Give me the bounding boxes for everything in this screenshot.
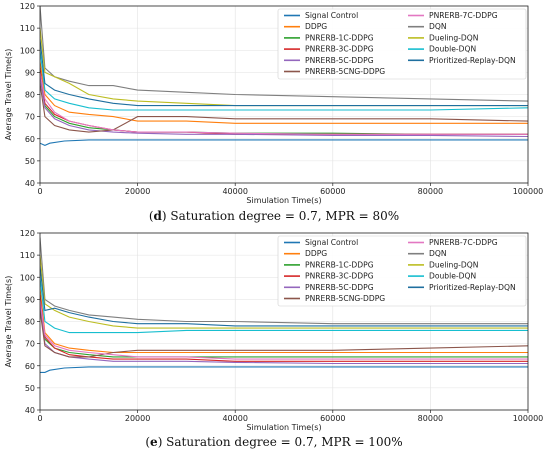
legend-label: DDPG	[305, 249, 327, 258]
legend-label: DQN	[429, 249, 447, 258]
legend-label: Dueling-DQN	[429, 33, 478, 42]
series-line-double-dqn	[40, 50, 528, 111]
legend-label: Signal Control	[305, 11, 358, 20]
y-tick-label: 110	[20, 251, 35, 260]
x-tick-label: 40000	[222, 414, 247, 423]
series-line-pnrerb-5cng-ddpg	[40, 310, 528, 358]
x-axis-label: Simulation Time(s)	[246, 196, 321, 205]
legend-label: Double-DQN	[429, 45, 476, 54]
legend-label: PNRERB-5CNG-DDPG	[305, 67, 385, 76]
y-axis-label: Average Travel Time(s)	[4, 276, 13, 368]
legend-label: Double-DQN	[429, 272, 476, 281]
y-tick-label: 70	[25, 340, 35, 349]
x-tick-label: 20000	[125, 414, 150, 423]
x-tick-label: 0	[37, 187, 42, 196]
figure-caption: (d) Saturation degree = 0.7, MPR = 80%	[149, 209, 399, 223]
y-tick-label: 80	[25, 91, 35, 100]
legend-label: PNRERB-3C-DDPG	[305, 272, 374, 281]
y-tick-label: 120	[20, 229, 35, 238]
series-line-pnrerb-7c-ddpg	[40, 299, 528, 360]
y-tick-label: 120	[20, 2, 35, 11]
figure-caption: (e) Saturation degree = 0.7, MPR = 100%	[145, 435, 402, 449]
legend-label: Signal Control	[305, 238, 358, 247]
series-line-dueling-dqn	[40, 255, 528, 329]
x-tick-label: 80000	[418, 414, 443, 423]
y-tick-label: 50	[25, 384, 35, 393]
x-axis-label: Simulation Time(s)	[246, 423, 321, 432]
x-tick-label: 40000	[222, 187, 247, 196]
y-tick-label: 40	[25, 406, 35, 415]
x-tick-label: 60000	[320, 187, 345, 196]
legend-label: PNRERB-3C-DDPG	[305, 45, 374, 54]
series-line-signal-control	[40, 366, 528, 373]
x-tick-label: 100000	[513, 187, 544, 196]
series-line-pnrerb-5c-ddpg	[40, 76, 528, 138]
y-tick-label: 90	[25, 68, 35, 77]
series-line-signal-control	[40, 139, 528, 147]
x-tick-label: 100000	[513, 414, 544, 423]
y-tick-label: 100	[20, 46, 35, 55]
chart-panel-2: 40 50 60 70 80 90 100 110 120 0 20000 40000 60000 800…	[4, 229, 543, 449]
legend-label: DQN	[429, 22, 447, 31]
x-tick-label: 0	[37, 414, 42, 423]
series-line-dqn	[40, 6, 528, 102]
legend-label: PNRERB-5C-DDPG	[305, 56, 374, 65]
legend-box	[277, 8, 527, 80]
legend-label: Dueling-DQN	[429, 260, 478, 269]
legend-label: PNRERB-5C-DDPG	[305, 283, 374, 292]
y-tick-label: 110	[20, 24, 35, 33]
y-tick-label: 70	[25, 113, 35, 122]
series-line-dqn	[40, 237, 528, 325]
y-tick-label: 40	[25, 179, 35, 188]
y-tick-label: 90	[25, 295, 35, 304]
x-tick-label: 80000	[418, 187, 443, 196]
legend-box	[277, 235, 527, 307]
series-line-pnrerb-5cng-ddpg	[40, 83, 528, 133]
x-tick-label: 60000	[320, 414, 345, 423]
series-line-prioritized-replay-dqn	[40, 266, 528, 327]
series-line-ddpg	[40, 288, 528, 354]
y-tick-label: 100	[20, 273, 35, 282]
series-line-prioritized-replay-dqn	[40, 39, 528, 107]
series-line-ddpg	[40, 61, 528, 124]
legend-label: Prioritized-Replay-DQN	[429, 283, 516, 292]
series-line-pnrerb-3c-ddpg	[40, 294, 528, 362]
chart-panel-1: 40 50 60 70 80 90 100 110 120 0 20000 40000 60000 800…	[4, 2, 543, 223]
legend-label: PNRERB-1C-DDPG	[305, 33, 374, 42]
legend-label: DDPG	[305, 22, 327, 31]
series-line-double-dqn	[40, 277, 528, 334]
y-tick-label: 60	[25, 362, 35, 371]
y-axis-label: Average Travel Time(s)	[4, 49, 13, 141]
y-tick-label: 50	[25, 157, 35, 166]
legend-label: PNRERB-1C-DDPG	[305, 260, 374, 269]
legend-label: Prioritized-Replay-DQN	[429, 56, 516, 65]
legend-label: PNRERB-5CNG-DDPG	[305, 294, 385, 303]
x-tick-label: 20000	[125, 187, 150, 196]
y-tick-label: 80	[25, 318, 35, 327]
legend-label: PNRERB-7C-DDPG	[429, 238, 498, 247]
y-tick-label: 60	[25, 135, 35, 144]
series-line-pnrerb-7c-ddpg	[40, 72, 528, 135]
legend-label: PNRERB-7C-DDPG	[429, 11, 498, 20]
